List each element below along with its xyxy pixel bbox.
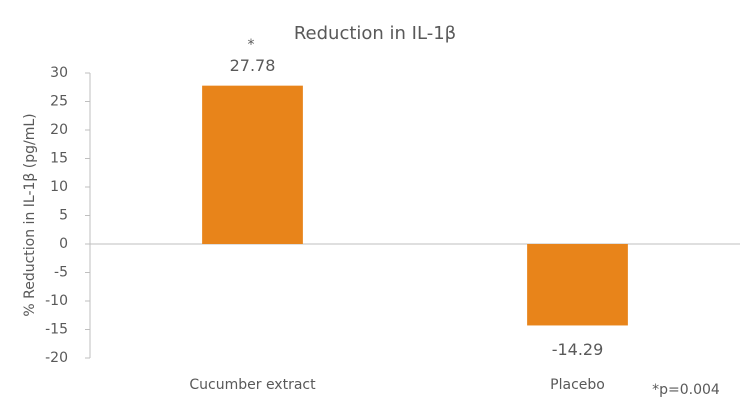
bar	[527, 244, 628, 326]
y-tick-label: 0	[59, 236, 68, 252]
y-tick-label: 25	[50, 94, 68, 110]
y-tick-label: 15	[50, 151, 68, 167]
x-tick-label: Placebo	[550, 377, 605, 393]
y-tick-label: 5	[59, 208, 68, 224]
bar	[202, 85, 303, 245]
annotation: *	[248, 37, 255, 53]
annotation: *p=0.004	[652, 382, 720, 398]
y-tick-label: -10	[45, 293, 68, 309]
data-label: -14.29	[552, 340, 604, 359]
x-tick-label: Cucumber extract	[189, 377, 316, 393]
y-axis-label: % Reduction in IL-1β (pg/mL)	[22, 113, 38, 316]
y-tick-label: -20	[45, 350, 68, 366]
data-label: 27.78	[230, 56, 276, 75]
y-tick-label: 10	[50, 179, 68, 195]
y-tick-label: 30	[50, 65, 68, 81]
chart-title: Reduction in IL-1β	[294, 23, 456, 44]
y-tick-label: -5	[54, 265, 68, 281]
y-tick-label: 20	[50, 122, 68, 138]
y-tick-label: -15	[45, 322, 68, 338]
